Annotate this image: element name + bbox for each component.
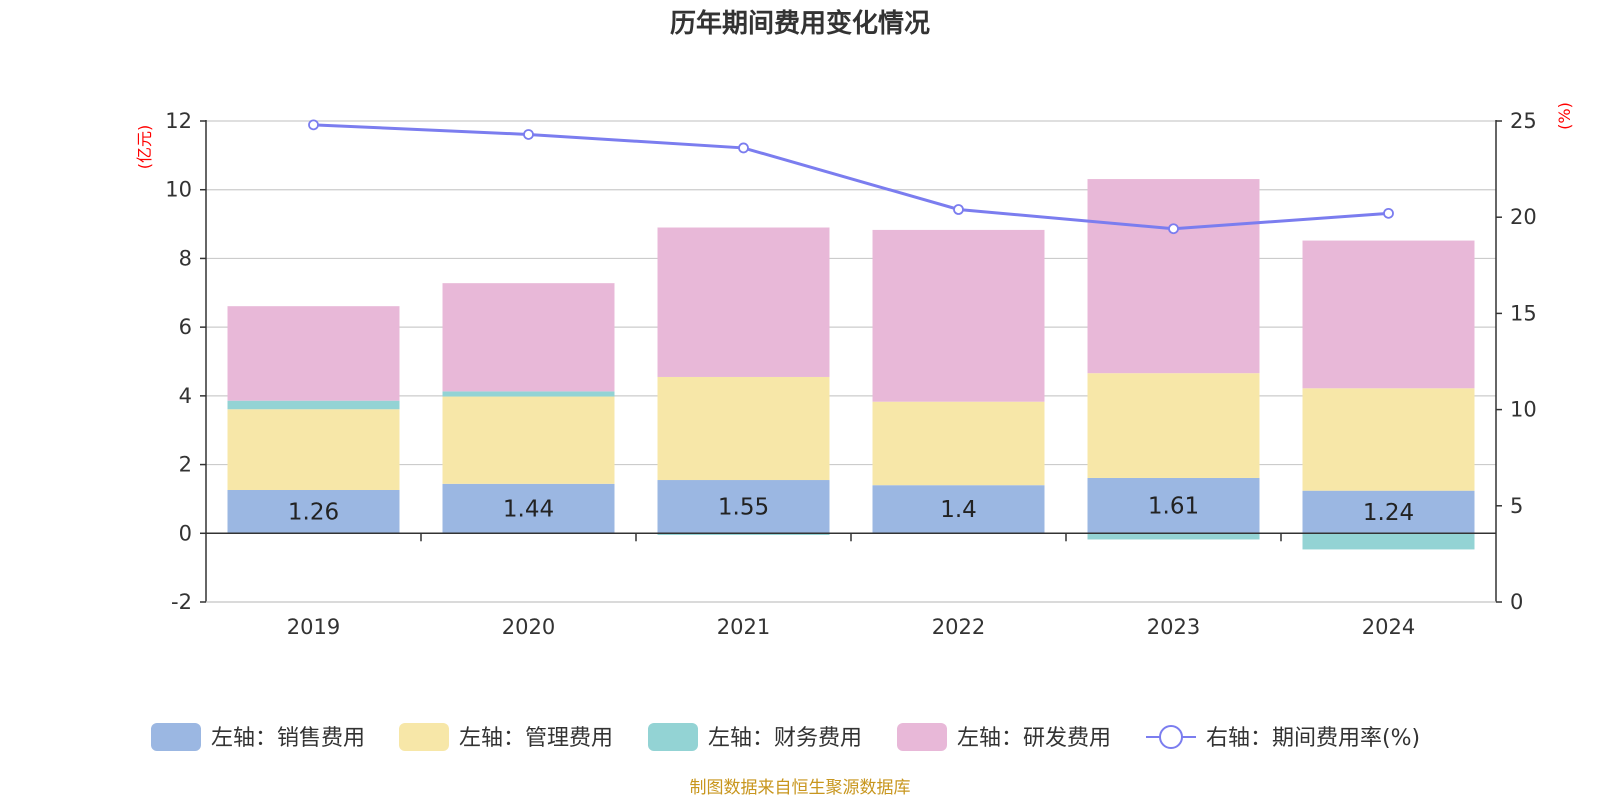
rate-point-2020 [523,129,534,140]
right-tick-label-5: 25 [1510,109,1537,133]
bar-s1-2019 [227,409,400,490]
right-tick-label-2: 10 [1510,398,1537,422]
bar-s0-2021 [657,480,830,534]
legend-swatch-1 [399,723,449,751]
bar-s3-2020 [442,283,615,392]
bar-s0-2022 [872,485,1045,534]
left-tick-label-5: 8 [179,246,192,270]
bar-s0-2019 [227,489,400,534]
bar-s2-2019 [227,400,400,410]
bar-series [227,179,1475,550]
rate-point-2021 [738,142,749,154]
legend-swatch-2 [648,723,698,751]
bar-s2-2023 [1087,533,1260,540]
bar-s3-2023 [1087,179,1260,374]
bar-s3-2021 [657,227,830,377]
rate-point-2024 [1383,207,1394,219]
right-tick-label-1: 5 [1510,494,1523,518]
legend-label-4: 右轴：期间费用率(%) [1206,726,1420,751]
left-tick-label-0: -2 [171,590,192,614]
x-tick-label-2019: 2019 [287,615,340,639]
legend-marker-swatch [1159,725,1183,749]
bar-s3-2022 [872,229,1045,402]
left-tick-label-6: 10 [165,178,192,202]
left-tick-label-4: 6 [179,315,192,339]
x-tick-label-2024: 2024 [1362,615,1415,639]
rate-point-2023 [1168,223,1179,235]
left-tick-label-2: 2 [179,453,192,477]
bar-value-label-2023: 1.61 [1148,494,1199,520]
right-tick-label-0: 0 [1510,590,1523,614]
bar-value-label-2021: 1.55 [718,495,769,521]
rate-point-2019 [308,119,319,131]
expense-rate-line [313,123,1389,231]
chart-title: 历年期间费用变化情况 [670,8,930,39]
rate-point-2022 [953,204,964,215]
bar-s1-2023 [1087,373,1260,478]
legend: 左轴：销售费用 左轴：管理费用 左轴：财务费用 左轴：研发费用 右轴：期间费用率(%) [151,723,1420,751]
x-tick-label-2021: 2021 [717,615,770,639]
bar-s3-2019 [227,306,400,401]
legend-swatch-0 [151,723,201,751]
x-tick-label-2020: 2020 [502,615,555,639]
legend-label-2: 左轴：财务费用 [708,726,862,751]
gridlines [206,120,1496,603]
left-tick-label-3: 4 [179,384,192,408]
bar-s0-2024 [1302,490,1475,534]
bar-s1-2024 [1302,388,1475,491]
axes: -2 0 2 4 6 8 10 12 0 5 10 15 20 25 2019 2020 2021 2022 202… [165,109,1536,639]
bar-value-label-2024: 1.24 [1363,500,1414,526]
bar-s1-2021 [657,376,830,481]
bar-value-label-2022: 1.4 [940,497,977,523]
bar-s2-2024 [1302,533,1475,550]
bar-value-label-2019: 1.26 [288,500,339,526]
legend-label-1: 左轴：管理费用 [459,726,613,751]
left-tick-label-7: 12 [165,109,192,133]
bar-s2-2021 [657,533,830,536]
bar-s0-2023 [1087,477,1260,534]
right-tick-label-3: 15 [1510,301,1537,325]
line-series [308,119,1394,235]
x-tick-label-2023: 2023 [1147,615,1200,639]
left-axis-unit: (亿元) [135,125,154,170]
left-tick-label-1: 0 [179,521,192,545]
x-tick-label-2022: 2022 [932,615,985,639]
legend-label-3: 左轴：研发费用 [957,726,1111,751]
bar-s3-2024 [1302,240,1475,389]
data-labels: 1.26 1.44 1.55 1.4 1.61 1.24 [288,494,1414,526]
right-axis-unit: (%) [1555,102,1574,130]
legend-swatch-3 [897,723,947,751]
bar-s1-2020 [442,396,615,484]
bar-s0-2020 [442,483,615,534]
bar-s1-2022 [872,401,1045,486]
bar-value-label-2020: 1.44 [503,497,554,523]
bar-s2-2020 [442,391,615,397]
legend-label-0: 左轴：销售费用 [211,726,365,751]
right-tick-label-4: 20 [1510,205,1537,229]
source-note: 制图数据来自恒生聚源数据库 [690,778,911,798]
